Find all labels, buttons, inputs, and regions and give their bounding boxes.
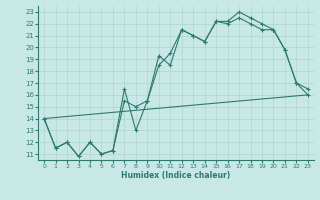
X-axis label: Humidex (Indice chaleur): Humidex (Indice chaleur) (121, 171, 231, 180)
